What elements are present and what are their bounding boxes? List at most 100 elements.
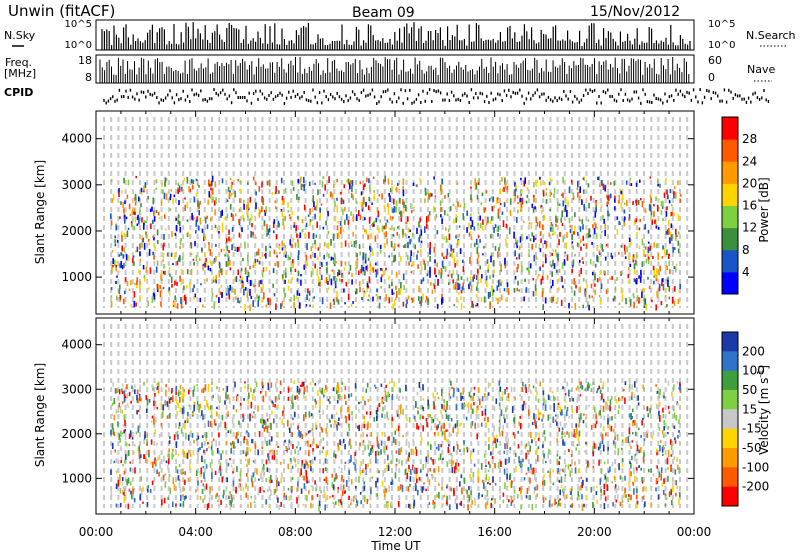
echo-cell (387, 454, 389, 461)
echo-cell (126, 230, 129, 237)
echo-cell (156, 229, 159, 236)
echo-cell (412, 182, 415, 186)
echo-cell (272, 221, 275, 228)
echo-cell (677, 240, 680, 246)
echo-cell (334, 501, 337, 505)
echo-cell (450, 245, 452, 249)
echo-cell (642, 384, 644, 389)
echo-cell (304, 463, 307, 468)
echo-cell (620, 271, 622, 277)
echo-cell (337, 422, 339, 426)
echo-cell (495, 198, 498, 205)
echo-cell (292, 402, 294, 409)
echo-cell (629, 298, 632, 305)
echo-cell (195, 489, 197, 493)
echo-cell (577, 491, 580, 497)
echo-cell (128, 288, 131, 291)
echo-cell (585, 495, 588, 499)
echo-cell (453, 304, 456, 307)
echo-cell (209, 183, 211, 187)
echo-cell (187, 411, 189, 417)
echo-cell (633, 278, 636, 282)
echo-cell (636, 489, 638, 494)
echo-cell (171, 231, 173, 238)
echo-cell (123, 262, 125, 268)
echo-cell (117, 410, 120, 413)
echo-cell (238, 478, 241, 482)
echo-cell (329, 419, 331, 423)
echo-cell (356, 499, 358, 503)
echo-cell (120, 252, 123, 256)
echo-cell (178, 478, 181, 482)
nave-tick-top: 60 (708, 54, 722, 67)
echo-cell (210, 445, 213, 451)
echo-cell (358, 281, 361, 287)
echo-cell (165, 460, 168, 464)
echo-cell (214, 209, 216, 216)
echo-cell (611, 481, 613, 484)
echo-cell (114, 243, 117, 247)
echo-cell (292, 444, 294, 449)
echo-cell (447, 193, 450, 198)
echo-cell (182, 494, 184, 497)
echo-cell (477, 476, 480, 484)
echo-cell (236, 246, 239, 252)
echo-cell (463, 477, 466, 485)
echo-cell (474, 502, 476, 506)
echo-cell (230, 182, 233, 190)
echo-cell (296, 487, 298, 492)
echo-cell (599, 271, 602, 274)
echo-cell (411, 262, 414, 267)
x-tick-label: 20:00 (577, 525, 612, 539)
echo-cell (283, 293, 286, 298)
echo-cell (389, 215, 392, 220)
echo-cell (153, 255, 155, 260)
echo-cell (590, 283, 593, 289)
echo-cell (420, 300, 422, 306)
echo-cell (215, 256, 217, 262)
echo-cell (446, 213, 449, 216)
echo-cell (479, 239, 481, 243)
echo-cell (563, 259, 566, 266)
echo-cell (238, 483, 240, 488)
echo-cell (416, 391, 419, 396)
echo-cell (124, 433, 127, 441)
echo-cell (405, 384, 407, 392)
echo-cell (378, 227, 380, 234)
echo-cell (525, 387, 527, 393)
echo-cell (613, 475, 616, 480)
echo-cell (496, 280, 499, 284)
echo-cell (457, 274, 460, 281)
echo-cell (564, 419, 566, 422)
echo-cell (350, 211, 352, 216)
echo-cell (300, 183, 303, 191)
echo-cell (625, 297, 627, 305)
echo-cell (511, 406, 514, 413)
echo-cell (110, 213, 112, 219)
echo-cell (119, 284, 121, 290)
echo-cell (636, 295, 639, 301)
echo-cell (327, 242, 330, 249)
echo-cell (471, 421, 474, 426)
echo-cell (124, 460, 126, 464)
echo-cell (368, 216, 371, 224)
echo-cell (257, 248, 260, 256)
echo-cell (397, 486, 400, 492)
echo-cell (394, 439, 397, 445)
echo-cell (404, 469, 407, 475)
echo-cell (323, 486, 325, 494)
echo-cell (246, 212, 249, 218)
echo-cell (603, 483, 606, 490)
echo-cell (521, 197, 524, 205)
echo-cell (164, 481, 167, 488)
echo-cell (659, 440, 662, 443)
echo-cell (652, 255, 654, 259)
echo-cell (386, 502, 389, 510)
echo-cell (138, 217, 140, 225)
echo-cell (561, 223, 564, 227)
echo-cell (610, 396, 613, 400)
echo-cell (192, 258, 195, 261)
echo-cell (397, 425, 400, 432)
echo-cell (395, 465, 397, 472)
echo-cell (582, 304, 584, 309)
